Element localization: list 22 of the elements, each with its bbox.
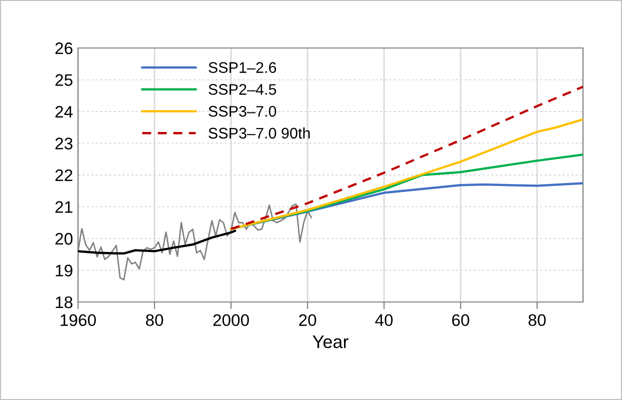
legend-label: SSP3–7.0 xyxy=(208,106,276,117)
x-tick-label: 80 xyxy=(146,314,164,326)
legend-label: SSP1–2.6 xyxy=(208,62,276,73)
x-tick-label: 2000 xyxy=(213,314,249,326)
x-tick-label: 20 xyxy=(299,314,316,326)
y-tick-label: 21 xyxy=(55,201,72,213)
x-tick-label: 1960 xyxy=(60,314,96,326)
legend-label: SSP2–4.5 xyxy=(208,84,276,95)
line-series xyxy=(78,230,236,255)
y-tick-label: 24 xyxy=(55,106,73,118)
x-tick-label: 80 xyxy=(528,314,546,326)
x-tick-label: 60 xyxy=(452,314,470,326)
x-axis-title: Year xyxy=(312,336,348,348)
legend-label: SSP3–7.0 90th xyxy=(208,127,310,139)
y-tick-label: 18 xyxy=(56,296,72,308)
y-tick-label: 19 xyxy=(56,264,72,276)
y-tick-label: 23 xyxy=(55,138,72,150)
x-tick-label: 40 xyxy=(375,314,393,326)
y-tick-label: 22 xyxy=(55,169,72,182)
y-tick-label: 20 xyxy=(55,232,72,245)
y-tick-label: 25 xyxy=(55,74,72,86)
y-tick-label: 26 xyxy=(55,42,72,54)
